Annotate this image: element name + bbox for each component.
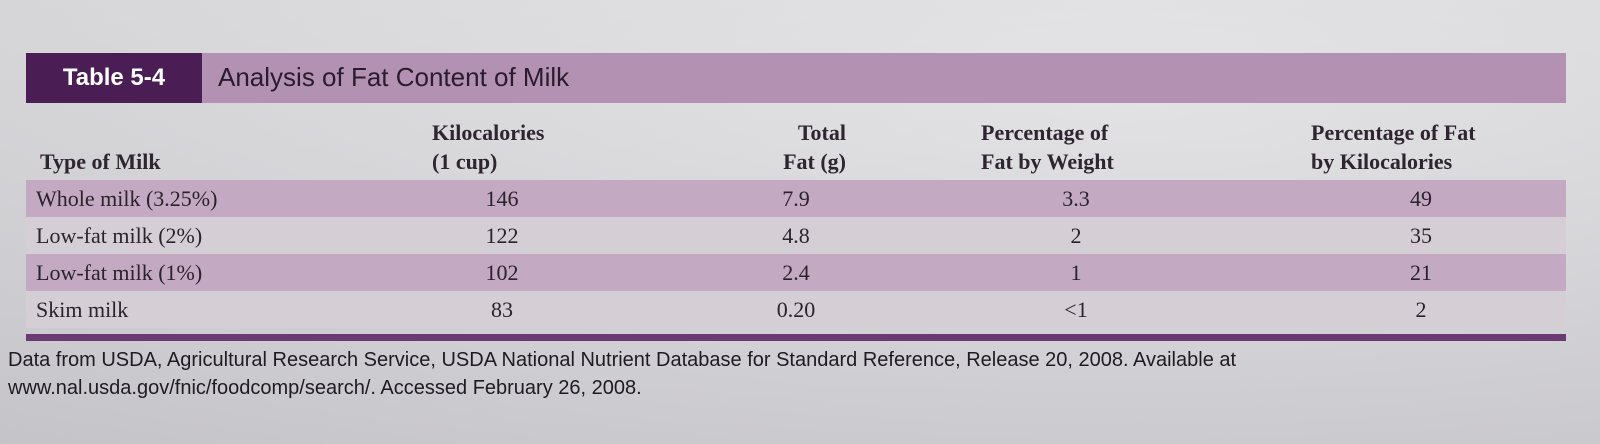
cell-pct-fat-by-kilocalories: 2: [1415, 297, 1427, 322]
header-total-fat: Total Fat (g): [736, 118, 846, 176]
table-row: Low-fat milk (2%) 122 4.8 2 35: [26, 217, 1566, 254]
cell-pct-fat-by-weight: 2: [1070, 223, 1082, 248]
cell-pct-fat-by-kilocalories: 35: [1410, 223, 1432, 248]
header-pct-weight-line2: Fat by Weight: [981, 149, 1114, 174]
header-type-of-milk: Type of Milk: [40, 147, 161, 176]
cell-pct-fat-by-kilocalories: 21: [1410, 260, 1432, 285]
source-note-line2: www.nal.usda.gov/fnic/foodcomp/search/. …: [8, 377, 642, 399]
header-total-fat-line1: Total: [797, 120, 846, 145]
cell-pct-fat-by-weight: 1: [1070, 260, 1082, 285]
cell-pct-fat-by-kilocalories: 49: [1410, 186, 1432, 211]
milk-fat-table: Type of Milk Kilocalories (1 cup) Total …: [26, 108, 1566, 328]
header-pct-kcal-line2: by Kilocalories: [1311, 149, 1453, 174]
cell-kilocalories: 146: [485, 186, 519, 211]
table-header-row: Type of Milk Kilocalories (1 cup) Total …: [26, 108, 1566, 180]
cell-total-fat: 2.4: [782, 260, 810, 285]
header-kilocalories: Kilocalories (1 cup): [432, 118, 592, 176]
table-bottom-rule: [26, 334, 1566, 341]
table-row: Whole milk (3.25%) 146 7.9 3.3 49: [26, 180, 1566, 217]
source-note-line1: Data from USDA, Agricultural Research Se…: [8, 349, 1237, 371]
table-row: Low-fat milk (1%) 102 2.4 1 21: [26, 254, 1566, 291]
header-percentage-fat-by-weight: Percentage of Fat by Weight: [981, 118, 1221, 176]
cell-kilocalories: 102: [485, 260, 519, 285]
cell-pct-fat-by-weight: <1: [1064, 297, 1088, 322]
cell-type-of-milk: Whole milk (3.25%): [36, 186, 218, 211]
table-number-label: Table 5-4: [26, 53, 202, 103]
header-type-of-milk-text: Type of Milk: [40, 149, 161, 174]
header-kilocalories-line1: Kilocalories: [432, 120, 545, 145]
header-percentage-fat-by-kilocalories: Percentage of Fat by Kilocalories: [1311, 118, 1551, 176]
header-total-fat-line2: Fat (g): [783, 149, 846, 174]
cell-type-of-milk: Low-fat milk (1%): [36, 260, 203, 285]
source-note: Data from USDA, Agricultural Research Se…: [8, 346, 1588, 402]
table-title: Analysis of Fat Content of Milk: [218, 62, 570, 92]
header-kilocalories-line2: (1 cup): [432, 149, 498, 174]
cell-kilocalories: 83: [491, 297, 513, 322]
cell-total-fat: 7.9: [782, 186, 810, 211]
cell-type-of-milk: Low-fat milk (2%): [36, 223, 203, 248]
table-row: Skim milk 83 0.20 <1 2: [26, 291, 1566, 328]
cell-pct-fat-by-weight: 3.3: [1062, 186, 1090, 211]
header-pct-kcal-line1: Percentage of Fat: [1311, 120, 1476, 145]
cell-total-fat: 4.8: [782, 223, 810, 248]
table-title-bar: Table 5-4 Analysis of Fat Content of Mil…: [26, 53, 1566, 103]
cell-kilocalories: 122: [485, 223, 519, 248]
cell-type-of-milk: Skim milk: [36, 297, 129, 322]
header-pct-weight-line1: Percentage of: [981, 120, 1109, 145]
cell-total-fat: 0.20: [776, 297, 816, 322]
